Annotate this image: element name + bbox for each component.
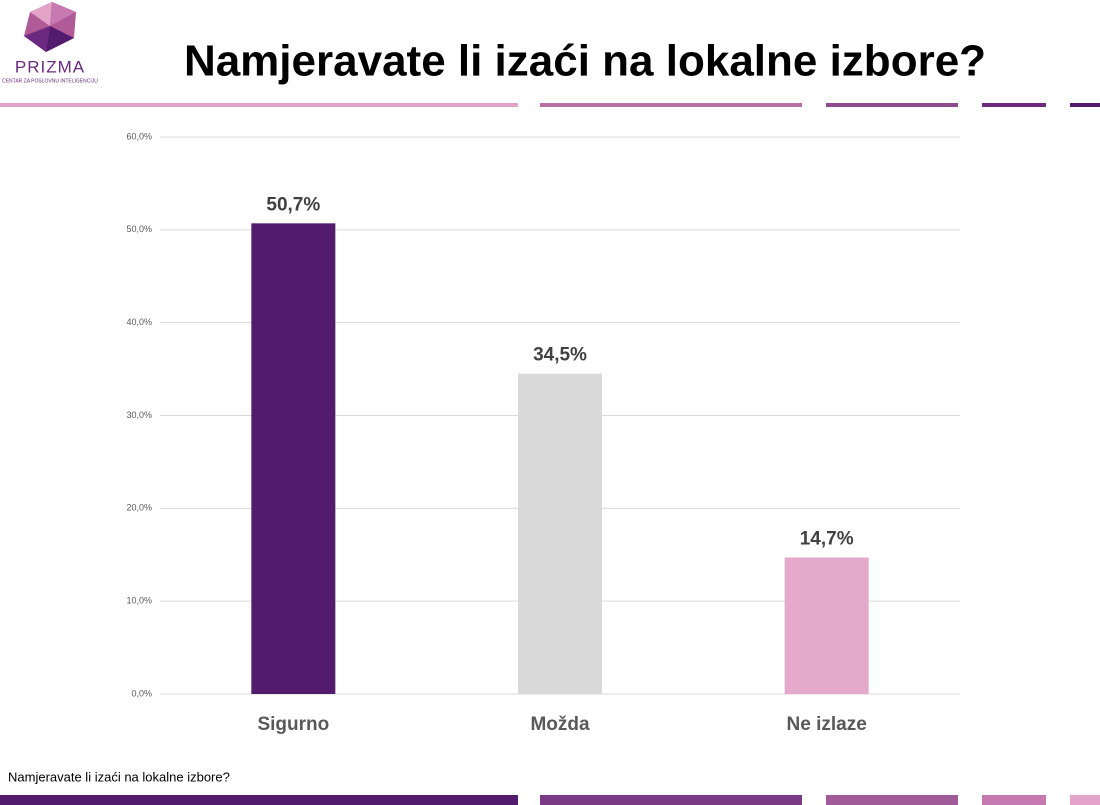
logo-tagline: CENTAR ZA POSLOVNU INTELIGENCIJU [2, 78, 98, 84]
logo-shape [46, 26, 74, 52]
rule-segment [982, 103, 1046, 107]
logo-shape [50, 2, 76, 26]
rule-segment [0, 795, 518, 805]
top-rule [0, 103, 1100, 107]
plot: 0,0% 10,0% 20,0% 30,0% 40,0% 50,0% 60,0% Sigurn… [126, 131, 960, 735]
bar [251, 223, 336, 694]
y-tick-label: 30,0% [126, 410, 152, 420]
y-tick-label: 20,0% [126, 503, 152, 513]
rule-segment [0, 103, 518, 107]
rule-segment [826, 795, 958, 805]
bar [784, 557, 869, 694]
y-tick-label: 50,0% [126, 224, 152, 234]
footnote: Namjeravate li izaći na lokalne izbore? [8, 769, 230, 784]
logo: PRIZMA CENTAR ZA POSLOVNU INTELIGENCIJU [2, 2, 98, 84]
y-tick-label: 0,0% [131, 688, 152, 698]
data-label: 14,7% [800, 529, 854, 550]
rule-segment [1070, 103, 1100, 107]
y-tick-label: 40,0% [126, 317, 152, 327]
logo-name: PRIZMA [15, 57, 85, 76]
chart-title: Namjeravate li izaći na lokalne izbore? [184, 37, 986, 86]
bottom-rule [0, 795, 1100, 805]
rule-segment [540, 795, 802, 805]
x-tick-label: Možda [530, 714, 590, 735]
x-tick-label: Ne izlaze [787, 714, 867, 735]
data-label: 50,7% [266, 194, 320, 215]
x-tick-label: Sigurno [257, 714, 329, 735]
rule-segment [982, 795, 1046, 805]
y-tick-label: 60,0% [126, 131, 152, 141]
logo-shape [24, 26, 50, 52]
rule-segment [826, 103, 958, 107]
rule-segment [1070, 795, 1100, 805]
logo-shape [30, 2, 52, 26]
data-label: 34,5% [533, 345, 587, 366]
y-tick-label: 10,0% [126, 596, 152, 606]
rule-segment [540, 103, 802, 107]
bar [518, 373, 602, 694]
